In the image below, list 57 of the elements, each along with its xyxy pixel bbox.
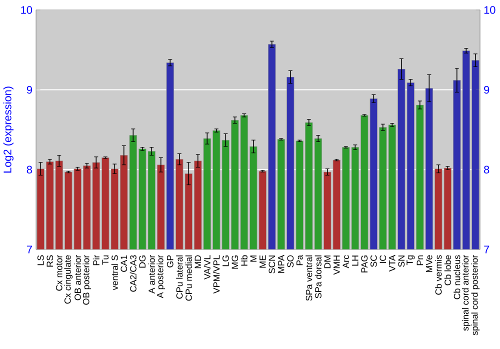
y2-tick-label: 8: [484, 166, 490, 174]
x-tick-label: VPM/VPL: [213, 255, 220, 294]
x-tick-label: MVe: [426, 255, 432, 272]
y2-tick-label: 7: [484, 246, 490, 254]
x-tick-label: VTA: [389, 254, 396, 272]
x-tick-label: Arc: [342, 255, 350, 268]
x-tick-label: CA1: [120, 255, 128, 272]
x-tick-label: LG: [222, 255, 229, 266]
x-tick-label: A anterior: [148, 254, 155, 294]
x-tick-label: CPu lateral: [176, 255, 183, 299]
x-tick-label: Cb vermis: [435, 255, 442, 295]
x-tick-label: Cb lobe: [444, 255, 451, 286]
x-tick-label: LH: [352, 256, 358, 266]
x-tick-label: DG: [139, 255, 146, 268]
x-tick-label: OB anterior: [74, 254, 81, 300]
x-tick-label: CA2/CA3: [130, 255, 136, 292]
x-tick-label: SCN: [268, 256, 276, 274]
x-tick-label: M: [250, 256, 256, 262]
x-tick-label: ME: [260, 255, 266, 268]
x-tick-label: Hb: [240, 255, 248, 266]
x-tick-label: OB posterior: [82, 254, 92, 305]
y2-tick-label: 10: [484, 6, 496, 14]
x-tick-label: LS: [37, 255, 44, 265]
x-tick-label: Tu: [102, 255, 109, 265]
x-tick-label: Pa: [296, 254, 303, 265]
x-tick-label: SC: [370, 255, 377, 267]
x-tick-label: A posterior: [156, 254, 166, 298]
x-tick-label: GP: [166, 255, 174, 268]
x-tick-label: SPa dorsal: [314, 255, 322, 298]
x-tick-label: Tg: [406, 255, 415, 266]
x-tick-label: VMH: [334, 256, 340, 275]
x-tick-label: SPa ventral: [306, 255, 312, 301]
x-tick-label: spinal cord posterior: [471, 254, 480, 336]
y-tick-label: 9: [26, 86, 32, 94]
y-tick-label: 7: [26, 246, 32, 254]
x-tick-label: MG: [232, 255, 238, 268]
x-tick-label: DM: [324, 256, 330, 268]
x-tick-label: Pn: [416, 255, 423, 265]
x-tick-label: ventral S: [111, 255, 118, 290]
x-tick-label: Pir: [92, 254, 100, 265]
x-tick-label: Cb nucleus: [454, 255, 460, 300]
y-tick-label: 8: [26, 166, 32, 174]
x-tick-label: PAG: [361, 255, 368, 272]
x-tick-label: RS: [46, 255, 54, 266]
x-tick-label: Cx motor: [56, 254, 62, 291]
y-tick-label: 10: [21, 6, 32, 14]
x-tick-label: SO: [287, 255, 294, 268]
x-tick-label: IC: [380, 255, 386, 263]
x-tick-label: MD: [194, 255, 201, 268]
x-tick-label: MPA: [278, 254, 284, 273]
y-axis-title: Log2 (expression): [3, 86, 14, 172]
x-tick-label: spinal cord anterior: [462, 254, 470, 331]
x-tick-label: CPu medial: [185, 255, 192, 301]
y2-tick-label: 9: [484, 86, 490, 94]
x-tick-label: VA/VL: [204, 255, 210, 280]
x-tick-label: SN: [398, 256, 405, 267]
x-tick-label: Cx cingulate: [64, 255, 73, 304]
